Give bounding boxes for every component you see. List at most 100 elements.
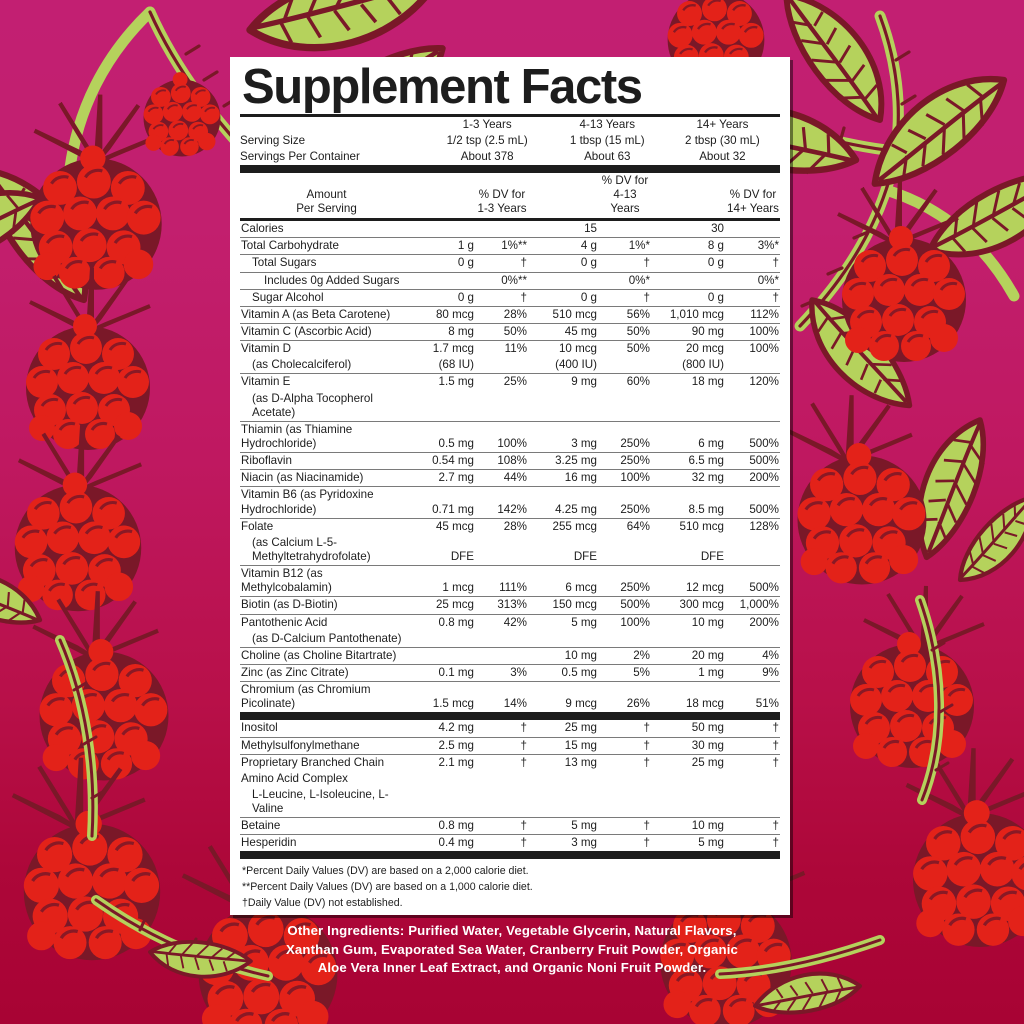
dv-4-13-years: 250% bbox=[620, 436, 650, 450]
nutrient-name: (as Cholecalciferol) bbox=[252, 358, 352, 372]
amount-header-divider bbox=[240, 218, 780, 222]
dv-14-plus-years: 1,000% bbox=[739, 598, 779, 612]
amount-header-spacer-3 bbox=[654, 173, 727, 218]
amount-14-plus-years: 90 mg bbox=[691, 324, 724, 338]
table-row: Betaine 0.8 mg † 5 mg † 10 mg † bbox=[240, 818, 780, 835]
table-row: Vitamin A (as Beta Carotene) 80 mcg 28% 510… bbox=[240, 306, 780, 324]
amount-14-plus-years: 6.5 mg bbox=[688, 454, 724, 468]
other-ingredients-line-2: Xanthan Gum, Evaporated Sea Water, Cranb… bbox=[285, 941, 739, 957]
dv-14-plus-years bbox=[727, 221, 780, 238]
amount-1-3-years: 2.1 mg bbox=[438, 755, 474, 769]
amount-14-plus-years bbox=[654, 771, 727, 787]
serving-age-1: 1-3 Years bbox=[462, 118, 512, 131]
dv-4-13-years: 250% bbox=[620, 454, 650, 468]
amount-14-plus-years: 510 mcg bbox=[679, 519, 724, 533]
table-row: Vitamin C (Ascorbic Acid) 8 mg 50% 45 mg 50%… bbox=[240, 323, 780, 341]
nutrient-name: Vitamin B12 (as Methylcobalamin) bbox=[241, 567, 332, 595]
nutrient-name: Niacin (as Niacinamide) bbox=[241, 471, 364, 485]
amount-4-13-years: 0 g bbox=[580, 256, 597, 270]
amount-4-13-years: 15 mg bbox=[564, 738, 597, 752]
amount-14-plus-years: 1 mg bbox=[698, 665, 724, 679]
table-row: Inositol 4.2 mg † 25 mg † 50 mg † bbox=[240, 720, 780, 737]
dv-4-13-years bbox=[600, 535, 654, 566]
dv-header-3-line1: % DV for bbox=[729, 188, 777, 202]
nutrient-name: L-Leucine, L-Isoleucine, L-Valine bbox=[252, 787, 389, 816]
footnote-line: **Percent Daily Values (DV) are based on… bbox=[242, 881, 533, 894]
amount-14-plus-years: 10 mg bbox=[691, 819, 724, 833]
amount-1-3-years: 0.54 mg bbox=[432, 454, 474, 468]
amount-4-13-years: 9 mcg bbox=[565, 697, 597, 711]
dv-14-plus-years: 120% bbox=[749, 375, 779, 389]
serving-age-2: 4-13 Years bbox=[579, 118, 635, 131]
amount-4-13-years: (400 IU) bbox=[555, 358, 597, 372]
table-row: Zinc (as Zinc Citrate) 0.1 mg 3% 0.5 mg 5% 1 … bbox=[240, 664, 780, 682]
table-row: (as Cholecalciferol) (68 IU) (400 IU) (800 … bbox=[240, 357, 780, 374]
amount-header-line2: Per Serving bbox=[296, 202, 357, 216]
dv-14-plus-years: 3%* bbox=[757, 239, 779, 253]
dv-14-plus-years bbox=[727, 391, 780, 422]
amount-4-13-years: DFE bbox=[573, 549, 597, 563]
dv-4-13-years: 56% bbox=[626, 307, 650, 321]
dv-1-3-years bbox=[477, 647, 531, 664]
table-row: Proprietary Branched Chain 2.1 mg † 13 mg † 2… bbox=[240, 754, 780, 771]
dv-14-plus-years: 500% bbox=[749, 581, 779, 595]
dv-4-13-years bbox=[600, 631, 654, 648]
amount-1-3-years: 0.8 mg bbox=[438, 615, 474, 629]
dv-14-plus-years bbox=[727, 787, 780, 818]
other-ingredients-line-3: Aloe Vera Inner Leaf Extract, and Organi… bbox=[317, 960, 707, 976]
dv-1-3-years: † bbox=[520, 721, 527, 735]
dv-4-13-years: † bbox=[643, 738, 650, 752]
amount-4-13-years: 5 mg bbox=[571, 615, 597, 629]
nutrient-name: Sugar Alcohol bbox=[252, 290, 324, 304]
amount-14-plus-years: 8 g bbox=[707, 239, 724, 253]
amount-14-plus-years: 20 mcg bbox=[685, 342, 724, 356]
amount-1-3-years: 1 mcg bbox=[442, 581, 474, 595]
amount-14-plus-years: 0 g bbox=[707, 256, 724, 270]
amount-1-3-years bbox=[412, 787, 477, 818]
dv-14-plus-years bbox=[727, 535, 780, 566]
amount-14-plus-years: 5 mg bbox=[698, 836, 724, 850]
other-ingredients-line-1: Other Ingredients: Purified Water, Veget… bbox=[287, 923, 737, 938]
nutrient-name: Methylsulfonylmethane bbox=[241, 738, 360, 752]
amount-1-3-years: 1 g bbox=[457, 239, 474, 253]
amount-4-13-years: 13 mg bbox=[564, 755, 597, 769]
amount-4-13-years: 3 mg bbox=[571, 836, 597, 850]
nutrient-name: Hesperidin bbox=[241, 836, 297, 850]
table-row: (as Calcium L-5-Methyltetrahydrofolate) D… bbox=[240, 535, 780, 566]
table-row: (as D-Alpha Tocopherol Acetate) bbox=[240, 391, 780, 422]
nutrient-name: (as Calcium L-5-Methyltetrahydrofolate) bbox=[252, 535, 371, 563]
nutrient-name: Biotin (as D-Biotin) bbox=[241, 598, 338, 612]
table-row: Riboflavin 0.54 mg 108% 3.25 mg 250% 6.5 mg 50… bbox=[240, 453, 780, 470]
amount-4-13-years bbox=[531, 272, 600, 289]
dv-4-13-years: † bbox=[643, 836, 650, 850]
dv-1-3-years: 3% bbox=[510, 665, 527, 679]
nutrient-name: Proprietary Branched Chain bbox=[241, 755, 385, 769]
dv-14-plus-years: † bbox=[772, 290, 779, 304]
footnote-line: *Percent Daily Values (DV) are based on … bbox=[242, 865, 529, 878]
dv-14-plus-years bbox=[727, 631, 780, 648]
table-row: Chromium (as Chromium Picolinate) 1.5 mcg… bbox=[240, 682, 780, 713]
dv-1-3-years: 50% bbox=[503, 324, 527, 338]
dv-4-13-years: 0%* bbox=[628, 273, 650, 287]
dv-14-plus-years: † bbox=[772, 819, 779, 833]
dv-header-2-line2: 4-13 Years bbox=[610, 188, 640, 216]
dv-1-3-years bbox=[477, 631, 531, 648]
serving-info-table: 1-3 Years 4-13 Years 14+ Years Serving S… bbox=[240, 117, 780, 165]
amount-14-plus-years: 12 mcg bbox=[685, 581, 724, 595]
dv-header-1-line1: % DV for bbox=[478, 188, 526, 202]
nutrient-name: Pantothenic Acid bbox=[241, 615, 328, 629]
amount-header-row: Amount Per Serving % DV for 1-3 Years % … bbox=[240, 173, 780, 218]
dv-4-13-years: 250% bbox=[620, 581, 650, 595]
dv-4-13-years: 5% bbox=[633, 665, 650, 679]
serving-size-1: 1/2 tsp (2.5 mL) bbox=[446, 134, 528, 148]
dv-4-13-years: † bbox=[643, 256, 650, 270]
amount-4-13-years bbox=[531, 787, 600, 818]
amount-4-13-years: 9 mg bbox=[571, 375, 597, 389]
table-row: Folate 45 mcg 28% 255 mcg 64% 510 mcg 128% bbox=[240, 518, 780, 535]
amount-4-13-years: 6 mcg bbox=[565, 581, 597, 595]
amount-4-13-years: 10 mcg bbox=[558, 342, 597, 356]
other-ingredients-block: Other Ingredients: Purified Water, Veget… bbox=[232, 922, 792, 978]
nutrient-table: Calories 15 30 Total Carbohydrate 1 g 1%** 4 g… bbox=[240, 221, 780, 712]
amount-1-3-years bbox=[412, 631, 477, 648]
dv-14-plus-years: † bbox=[772, 836, 779, 850]
